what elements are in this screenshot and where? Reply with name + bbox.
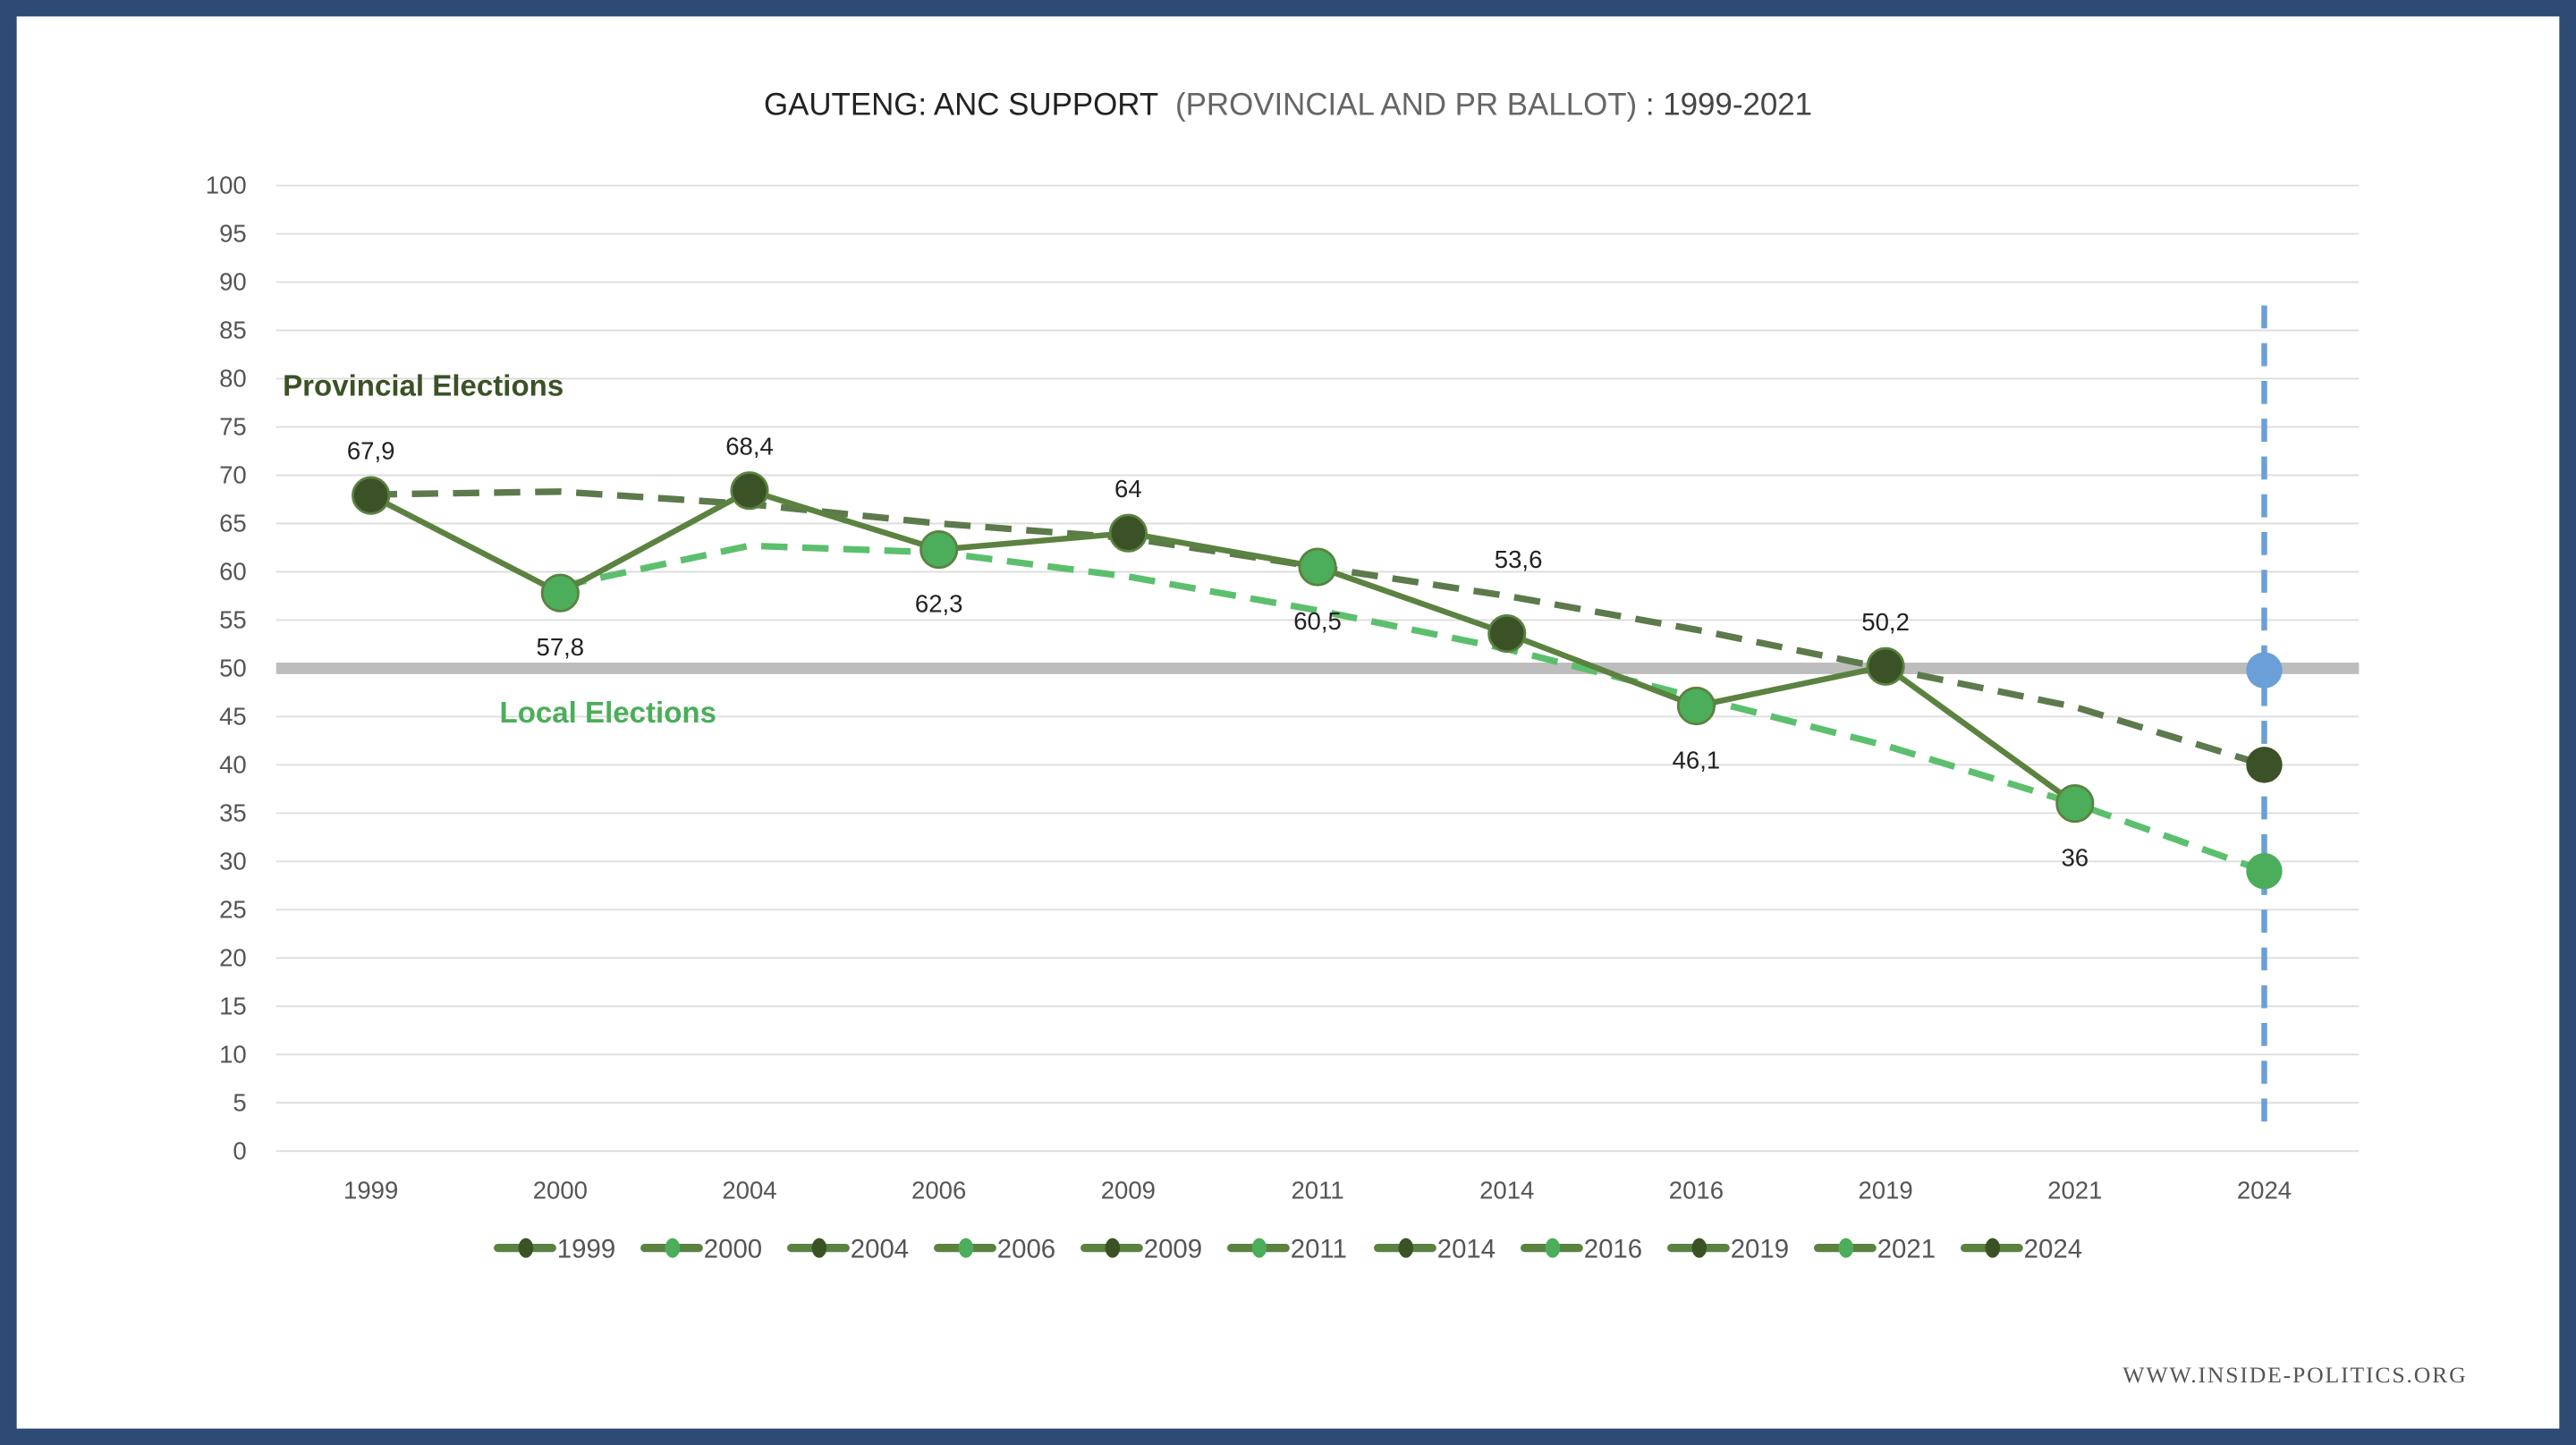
legend-label: 2021: [1877, 1235, 1936, 1264]
y-tick-label: 75: [219, 413, 247, 441]
data-label: 62,3: [915, 589, 963, 617]
legend-label: 2006: [997, 1235, 1055, 1264]
x-tick-label: 2000: [533, 1177, 588, 1204]
data-point-2011: [1298, 547, 1337, 587]
data-label: 50,2: [1861, 608, 1910, 636]
y-tick-label: 45: [219, 703, 247, 731]
legend-label: 2011: [1291, 1235, 1347, 1264]
y-tick-label: 30: [219, 848, 247, 875]
data-point-2016: [1676, 686, 1716, 726]
y-tick-label: 15: [219, 993, 247, 1020]
data-label: 67,9: [347, 437, 395, 465]
legend-marker: [811, 1238, 827, 1258]
legend-label: 2024: [2024, 1235, 2082, 1264]
x-tick-label: 2004: [722, 1177, 776, 1204]
legend-marker: [518, 1238, 534, 1258]
y-tick-label: 0: [233, 1137, 246, 1164]
y-tick-label: 65: [219, 510, 247, 537]
x-tick-label: 2011: [1291, 1177, 1343, 1204]
legend-marker: [1545, 1238, 1561, 1258]
data-label: 57,8: [537, 633, 585, 661]
y-tick-label: 35: [219, 799, 247, 827]
x-tick-label: 2019: [1858, 1177, 1912, 1204]
legend-marker: [1985, 1238, 2001, 1258]
y-tick-label: 95: [219, 220, 247, 248]
legend-marker: [1691, 1238, 1707, 1258]
y-tick-label: 80: [219, 365, 247, 393]
data-label: 36: [2061, 843, 2089, 871]
y-tick-label: 85: [219, 317, 247, 344]
x-tick-label: 2021: [2047, 1177, 2102, 1204]
x-tick-label: 2016: [1669, 1177, 1724, 1204]
data-label: 53,6: [1495, 545, 1543, 573]
x-tick-label: 2014: [1479, 1177, 1534, 1204]
y-tick-label: 90: [219, 268, 247, 296]
title-end: : 1999-2021: [1646, 88, 1812, 123]
data-label: 64: [1114, 475, 1142, 503]
data-label: 68,4: [725, 432, 774, 460]
data-point-2019: [1866, 646, 1905, 686]
data-point-1999: [352, 476, 391, 515]
local-annotation: Local Elections: [500, 697, 716, 730]
y-tick-label: 5: [233, 1088, 246, 1116]
data-label: 46,1: [1673, 746, 1721, 773]
y-tick-label: 60: [219, 558, 247, 586]
legend-marker: [1398, 1238, 1414, 1258]
data-point-2006: [919, 530, 959, 570]
chart-title: GAUTENG: ANC SUPPORT (PROVINCIAL AND PR …: [764, 88, 1812, 123]
projection-point-local-trend: [2246, 852, 2283, 890]
legend-label: 2004: [851, 1235, 909, 1264]
y-tick-label: 55: [219, 606, 247, 634]
legend-marker: [1251, 1238, 1267, 1258]
title-light: (PROVINCIAL AND PR BALLOT): [1175, 88, 1637, 123]
y-tick-label: 25: [219, 896, 247, 924]
legend-marker: [665, 1238, 681, 1258]
legend-marker: [1838, 1238, 1854, 1258]
y-tick-label: 50: [219, 655, 247, 682]
chart-background: [16, 16, 2560, 1429]
legend-label: 2016: [1584, 1235, 1642, 1264]
legend-label: 2014: [1437, 1235, 1496, 1264]
legend-label: 2000: [704, 1235, 762, 1264]
legend-label: 1999: [557, 1235, 615, 1264]
x-tick-label: 2009: [1101, 1177, 1156, 1204]
y-tick-label: 20: [219, 944, 247, 972]
x-tick-label: 1999: [343, 1177, 398, 1204]
title-bold: GAUTENG: ANC SUPPORT: [764, 88, 1158, 123]
legend-label: 2009: [1144, 1235, 1202, 1264]
projection-point-provincial-trend: [2246, 747, 2283, 783]
legend-marker: [958, 1238, 974, 1258]
data-point-2009: [1108, 513, 1148, 553]
data-point-2021: [2055, 783, 2095, 824]
projection-point-threshold: [2246, 652, 2283, 689]
y-tick-label: 40: [219, 751, 247, 779]
anc-support-line: [369, 487, 2077, 807]
data-point-2000: [540, 573, 580, 613]
x-tick-label: 2006: [911, 1177, 966, 1204]
data-point-2014: [1487, 613, 1527, 654]
provincial-annotation: Provincial Elections: [283, 370, 564, 403]
local-trend-line: [559, 542, 2266, 875]
data-label: 60,5: [1293, 607, 1342, 635]
legend-label: 2019: [1731, 1235, 1789, 1264]
y-tick-label: 70: [219, 461, 247, 489]
footer-url: WWW.INSIDE-POLITICS.ORG: [2123, 1362, 2467, 1388]
legend-marker: [1105, 1238, 1121, 1258]
x-tick-label: 2024: [2237, 1177, 2292, 1204]
data-point-2004: [730, 471, 769, 511]
y-tick-label: 100: [206, 172, 247, 199]
y-tick-label: 10: [219, 1040, 247, 1068]
